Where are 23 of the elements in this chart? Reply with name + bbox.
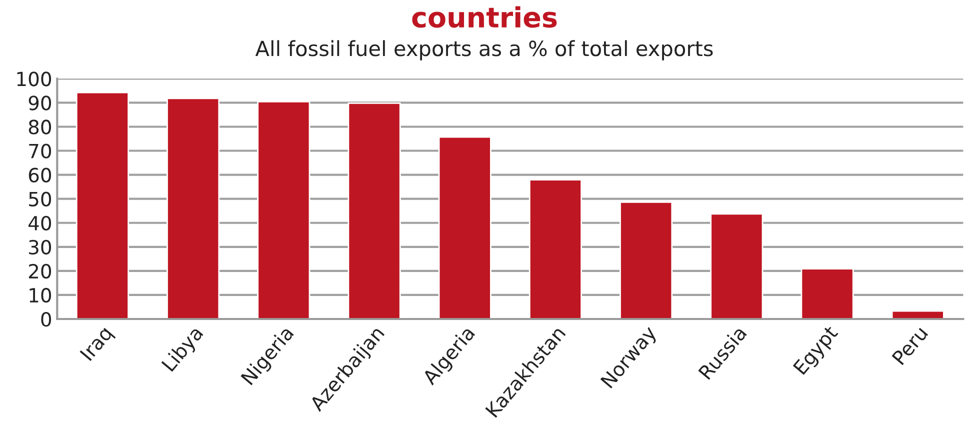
chart-subtitle: All fossil fuel exports as a % of total exports [255, 40, 713, 60]
bar [800, 268, 854, 320]
y-tick-label: 50 [29, 192, 52, 206]
y-tick-label: 60 [28, 168, 52, 182]
y-tick-label: 90 [28, 96, 52, 110]
y-tick-label: 30 [29, 240, 52, 255]
y-tick-label: 10 [30, 288, 52, 303]
bar [438, 136, 492, 320]
y-tick-label: 100 [17, 72, 52, 86]
y-tick-label: 80 [28, 120, 52, 134]
bar [348, 102, 401, 320]
bar [528, 179, 582, 320]
chart-title: countries [412, 6, 557, 28]
bar [620, 202, 673, 320]
y-tick-label: 20 [28, 264, 52, 279]
bar [76, 92, 129, 320]
y-tick-label: 70 [29, 144, 52, 158]
y-tick-label: 0 [41, 312, 52, 327]
bar [166, 98, 220, 320]
bar [710, 213, 764, 320]
bar [257, 101, 310, 320]
x-tick-label: Iraq [80, 326, 116, 364]
y-tick-label: 40 [28, 216, 52, 231]
